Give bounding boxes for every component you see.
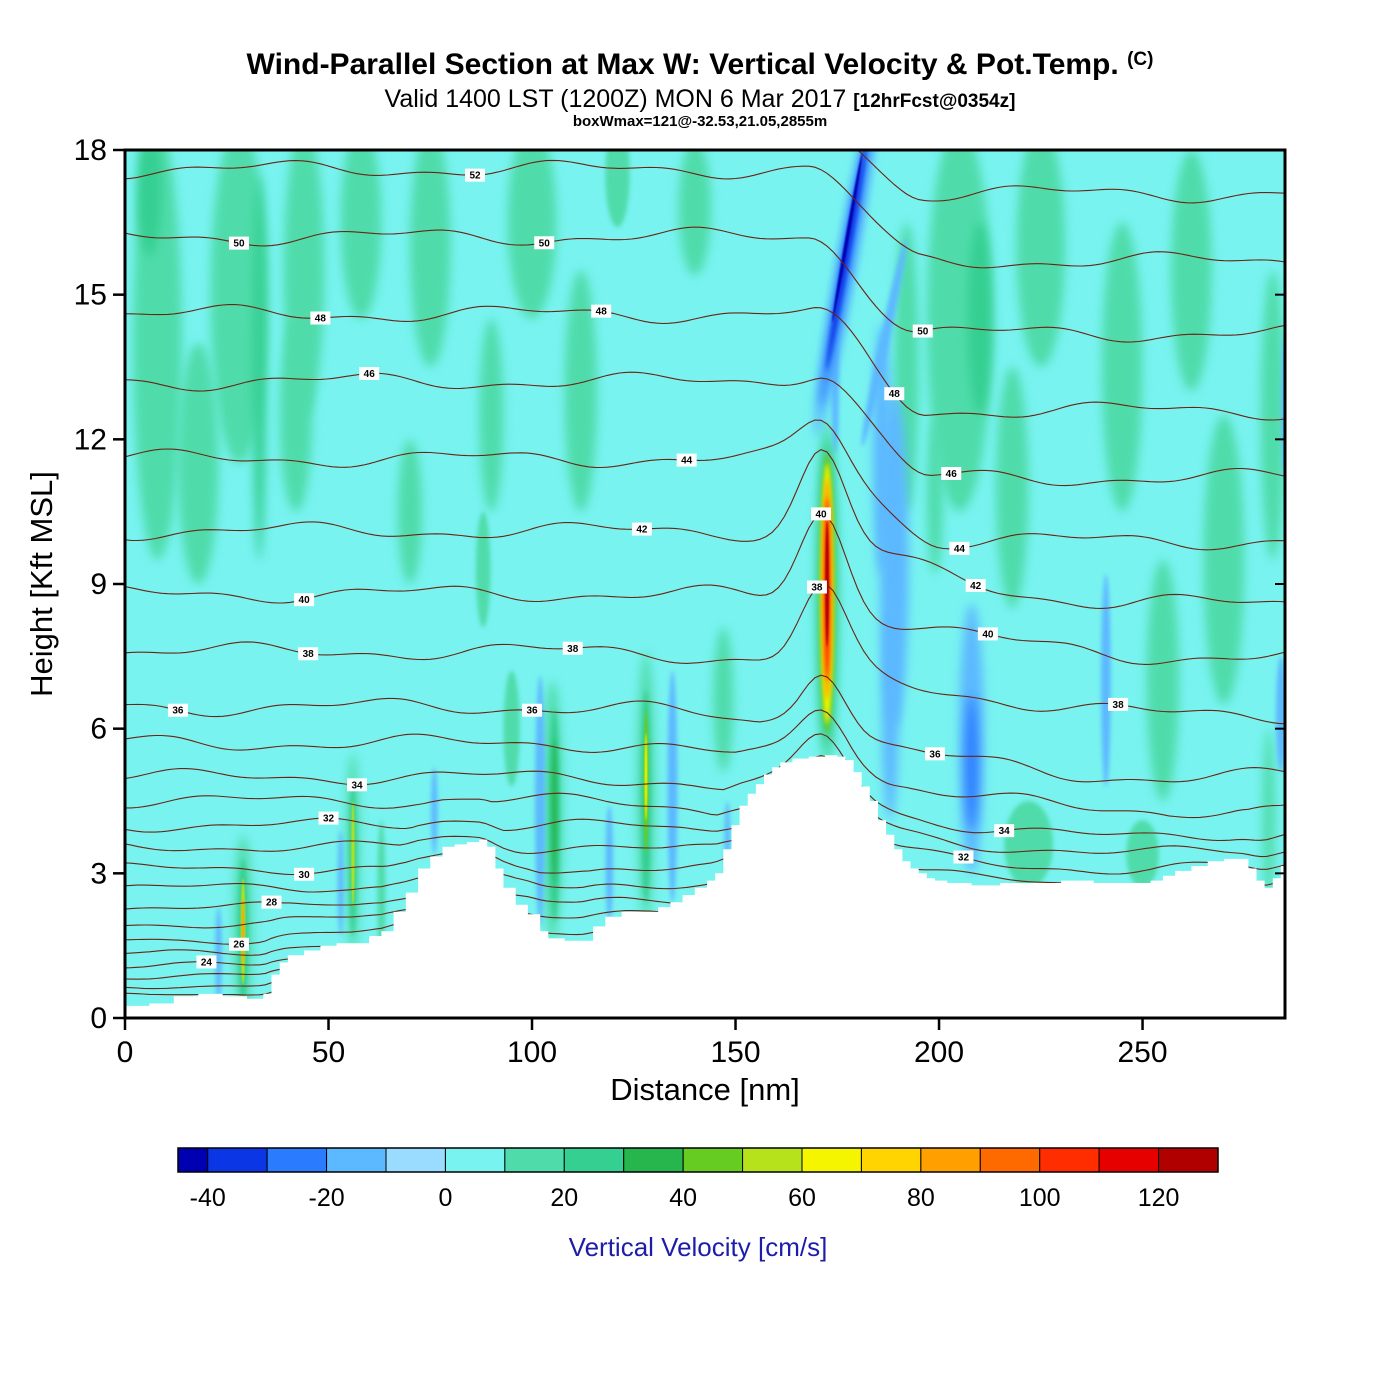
svg-text:46: 46	[364, 369, 376, 380]
svg-text:46: 46	[946, 469, 958, 480]
contour-labels: 36 38 40 34 32 30 28 26 24 50 46 48 52 50 48 44 42 38 36 40…	[167, 168, 1129, 969]
svg-text:15: 15	[74, 279, 107, 312]
chart-title-text: Wind-Parallel Section at Max W: Vertical…	[246, 48, 1119, 81]
svg-text:100: 100	[1019, 1184, 1061, 1212]
svg-text:3: 3	[90, 857, 107, 890]
svg-text:200: 200	[914, 1036, 964, 1069]
svg-text:9: 9	[90, 568, 107, 601]
svg-text:48: 48	[315, 314, 327, 325]
svg-text:50: 50	[312, 1036, 345, 1069]
forecast-tag: [12hrFcst@0354z]	[853, 91, 1016, 112]
svg-text:32: 32	[958, 853, 970, 864]
svg-text:50: 50	[539, 238, 551, 249]
colorbar: -40 -20 0 20 40 60 80 100 120	[177, 1147, 1219, 1212]
svg-text:0: 0	[438, 1184, 452, 1212]
colorbar-label: Vertical Velocity [cm/s]	[568, 1232, 828, 1262]
svg-text:28: 28	[266, 898, 278, 909]
svg-text:38: 38	[1113, 700, 1125, 711]
svg-text:-20: -20	[309, 1184, 345, 1212]
svg-text:38: 38	[303, 649, 315, 660]
svg-text:18: 18	[74, 134, 107, 167]
svg-text:50: 50	[233, 239, 245, 250]
svg-text:42: 42	[970, 581, 982, 592]
x-axis-label: Distance [nm]	[610, 1072, 800, 1107]
chart-title-unit: (C)	[1127, 49, 1154, 70]
svg-text:-40: -40	[190, 1184, 226, 1212]
svg-text:250: 250	[1118, 1036, 1168, 1069]
svg-text:60: 60	[788, 1184, 816, 1212]
svg-text:30: 30	[299, 870, 311, 881]
svg-text:0: 0	[117, 1036, 134, 1069]
vertical-velocity-field	[125, 150, 1285, 1018]
svg-text:150: 150	[710, 1036, 760, 1069]
svg-text:24: 24	[201, 957, 213, 968]
svg-text:50: 50	[917, 327, 929, 338]
svg-text:34: 34	[999, 826, 1011, 837]
svg-text:100: 100	[507, 1036, 557, 1069]
svg-text:36: 36	[526, 706, 538, 717]
wmax-annotation: boxWmax=121@-32.53,21.05,2855m	[572, 113, 828, 130]
svg-text:48: 48	[889, 389, 901, 400]
svg-text:40: 40	[299, 595, 311, 606]
svg-text:38: 38	[567, 644, 579, 655]
svg-text:36: 36	[172, 706, 184, 717]
svg-text:26: 26	[233, 940, 245, 951]
svg-text:38: 38	[811, 583, 823, 594]
svg-text:42: 42	[636, 525, 648, 536]
svg-text:44: 44	[954, 544, 966, 555]
svg-text:40: 40	[669, 1184, 697, 1212]
y-axis-label: Height [Kft MSL]	[24, 471, 59, 697]
svg-text:44: 44	[681, 456, 693, 467]
svg-text:120: 120	[1138, 1184, 1180, 1212]
svg-text:40: 40	[982, 629, 994, 640]
svg-text:6: 6	[90, 713, 107, 746]
svg-text:0: 0	[90, 1002, 107, 1035]
chart-subtitle: Valid 1400 LST (1200Z) MON 6 Mar 2017 [1…	[0, 85, 1400, 114]
svg-text:32: 32	[323, 814, 335, 825]
svg-text:48: 48	[596, 307, 608, 318]
terrain	[125, 755, 1285, 1018]
chart-title: Wind-Parallel Section at Max W: Vertical…	[0, 48, 1400, 82]
svg-text:80: 80	[907, 1184, 935, 1212]
svg-text:36: 36	[929, 749, 941, 760]
svg-text:20: 20	[550, 1184, 578, 1212]
valid-time-text: Valid 1400 LST (1200Z) MON 6 Mar 2017	[384, 85, 847, 113]
svg-text:52: 52	[469, 171, 481, 182]
svg-text:34: 34	[351, 780, 363, 791]
svg-text:12: 12	[74, 423, 107, 456]
svg-text:40: 40	[815, 509, 827, 520]
